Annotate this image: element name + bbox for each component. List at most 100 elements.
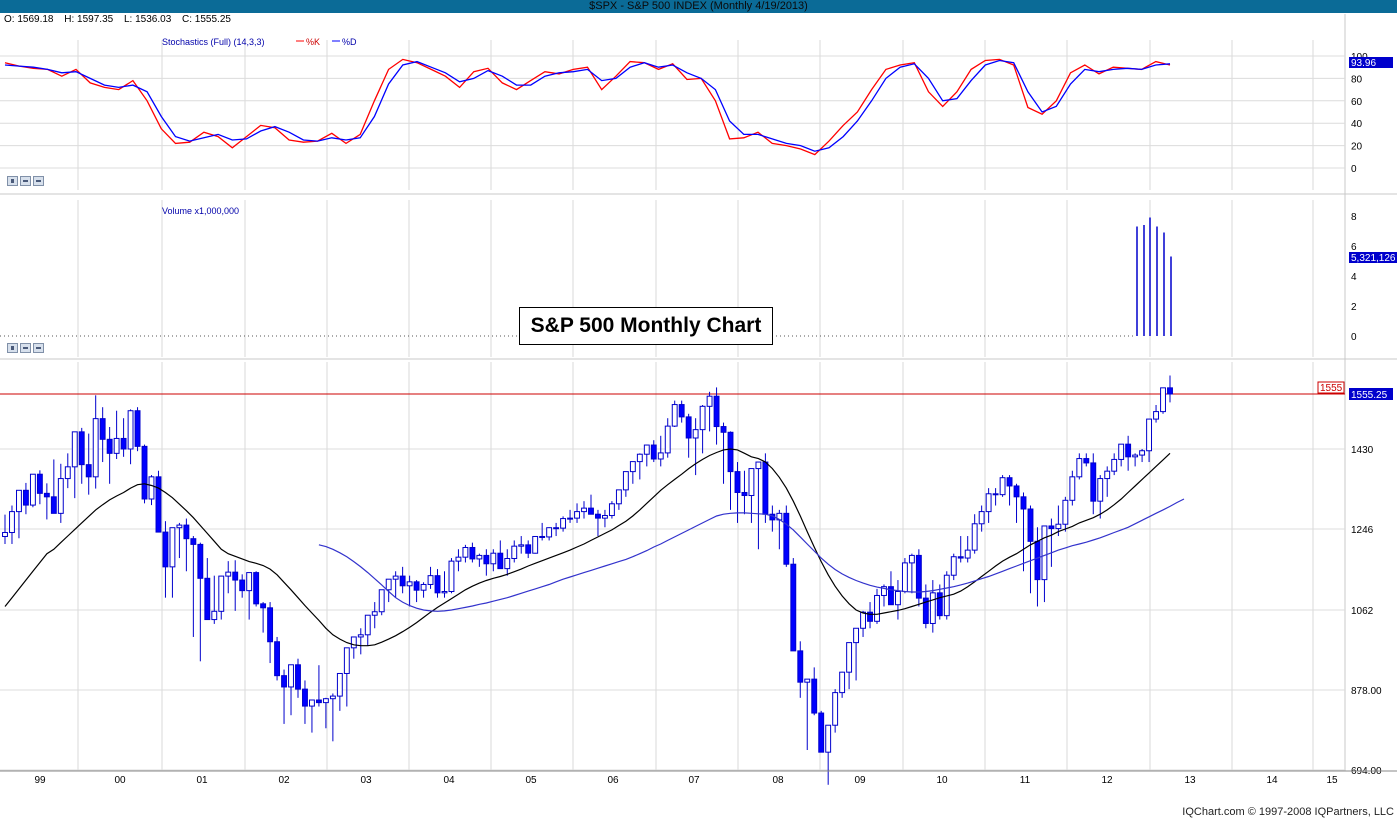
- down-candle: [162, 531, 169, 568]
- up-candle: [357, 634, 364, 638]
- down-candle: [867, 611, 873, 622]
- up-candle: [511, 545, 518, 559]
- up-candle: [350, 636, 357, 649]
- down-candle: [957, 556, 964, 559]
- up-candle: [441, 591, 448, 594]
- up-candle: [950, 556, 957, 576]
- year-tick-label: 00: [114, 775, 126, 786]
- up-candle: [560, 518, 567, 529]
- up-candle: [574, 511, 580, 519]
- volume-panel-buttons: [7, 343, 44, 353]
- volume-tick-label: 6: [1351, 242, 1357, 253]
- up-candle: [839, 671, 846, 694]
- up-candle: [406, 581, 413, 587]
- down-candle: [1048, 525, 1055, 530]
- down-candle: [1027, 508, 1034, 542]
- up-candle: [1041, 525, 1048, 581]
- down-candle: [650, 444, 657, 460]
- open-value: O: 1569.18: [4, 14, 54, 25]
- down-candle: [1083, 458, 1090, 464]
- up-candle: [971, 523, 978, 551]
- up-candle: [671, 404, 678, 427]
- up-candle: [706, 395, 713, 407]
- up-candle: [860, 611, 866, 629]
- up-candle: [518, 544, 525, 547]
- down-candle: [1013, 485, 1020, 498]
- up-candle: [448, 560, 455, 593]
- down-candle: [553, 527, 560, 530]
- volume-legend-label: Volume x1,000,000: [162, 206, 239, 216]
- down-candle: [50, 496, 57, 514]
- year-tick-label: 13: [1184, 775, 1196, 786]
- panel-minimize-button[interactable]: [20, 176, 31, 186]
- up-candle: [601, 515, 608, 519]
- volume-tick-label: 0: [1351, 332, 1357, 343]
- up-candle: [343, 647, 350, 674]
- up-candle: [246, 572, 253, 592]
- stochastics-last-value-badge: [1349, 57, 1393, 68]
- up-candle: [853, 627, 860, 644]
- year-tick-label: 06: [607, 775, 619, 786]
- down-candle: [741, 491, 748, 497]
- up-candle: [748, 468, 755, 497]
- up-candle: [420, 583, 427, 591]
- up-candle: [846, 642, 853, 673]
- up-candle: [455, 556, 462, 562]
- down-candle: [539, 535, 546, 538]
- up-candle: [894, 591, 901, 606]
- up-candle: [378, 589, 385, 613]
- panel-restore-button[interactable]: [7, 343, 18, 353]
- panel-restore-button[interactable]: [7, 176, 18, 186]
- year-tick-label: 11: [1020, 775, 1031, 786]
- stochastics-legend-label: Stochastics (Full) (14,3,3): [162, 37, 265, 47]
- year-tick-label: 01: [196, 775, 208, 786]
- panel-minimize-button[interactable]: [20, 343, 31, 353]
- down-candle: [469, 546, 476, 560]
- up-candle: [1132, 454, 1139, 458]
- up-candle: [71, 431, 78, 468]
- price-tick-label: 1062: [1351, 606, 1374, 617]
- down-candle: [797, 650, 804, 683]
- year-tick-label: 14: [1266, 775, 1278, 786]
- up-candle: [427, 575, 434, 585]
- down-candle: [315, 699, 322, 704]
- stochastics-tick-label: 0: [1351, 164, 1357, 175]
- year-tick-label: 10: [936, 775, 948, 786]
- up-candle: [329, 695, 336, 700]
- stochastics-last-value: 93.96: [1351, 58, 1376, 69]
- chart-annotation-box: S&P 500 Monthly Chart: [519, 307, 773, 345]
- stochastics-d-line: [4, 59, 1171, 152]
- up-candle: [1097, 478, 1104, 502]
- down-candle: [1034, 540, 1041, 581]
- year-tick-label: 07: [688, 775, 700, 786]
- down-candle: [595, 513, 601, 519]
- up-candle: [608, 503, 615, 517]
- year-tick-label: 05: [525, 775, 537, 786]
- year-tick-label: 02: [278, 775, 290, 786]
- up-candle: [64, 466, 71, 480]
- price-last-value: 1555.25: [1351, 390, 1388, 401]
- down-candle: [720, 426, 727, 433]
- price-tick-label: 878.00: [1351, 686, 1382, 697]
- up-candle: [643, 444, 650, 455]
- up-candle: [225, 571, 232, 577]
- volume-last-value: 5,321,126: [1351, 253, 1396, 264]
- down-candle: [197, 543, 204, 579]
- down-candle: [274, 641, 281, 677]
- panel-maximize-button[interactable]: [33, 343, 44, 353]
- down-candle: [588, 507, 594, 515]
- down-candle: [239, 579, 246, 592]
- panel-maximize-button[interactable]: [33, 176, 44, 186]
- down-candle: [922, 597, 929, 624]
- price-tick-label: 1246: [1351, 525, 1374, 536]
- down-candle: [734, 471, 741, 493]
- up-candle: [964, 549, 971, 559]
- down-candle: [36, 473, 43, 494]
- down-candle: [253, 572, 260, 605]
- up-candle: [804, 678, 811, 683]
- up-candle: [985, 493, 992, 513]
- down-candle: [483, 554, 490, 565]
- down-candle: [818, 712, 825, 753]
- up-candle: [908, 554, 915, 564]
- legend-k-label: %K: [306, 37, 320, 47]
